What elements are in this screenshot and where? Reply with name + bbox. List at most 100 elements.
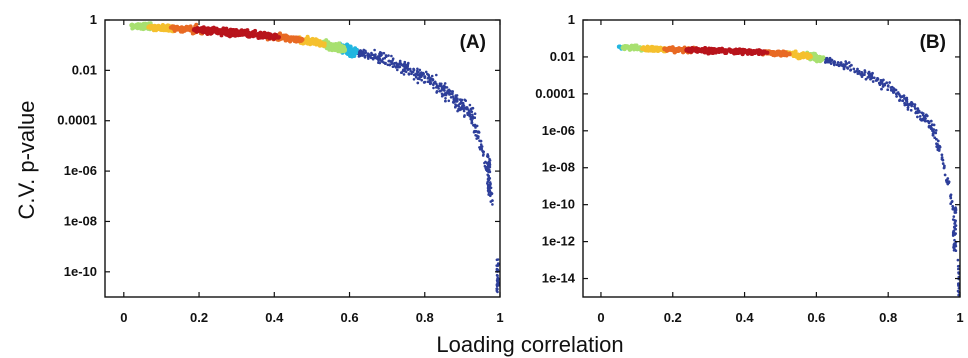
panel-b-data-point: [954, 208, 958, 212]
panel-b-data-point: [848, 65, 852, 68]
panel-a-data-point: [477, 135, 480, 138]
panel-a-data-point: [449, 96, 453, 99]
panel-a-x-tick-label: 0.2: [190, 310, 208, 325]
panel-a-data-point: [416, 81, 420, 85]
panel-a-y-tick-label: 1: [90, 12, 97, 27]
panel-a: 0 0.2 0.4 0.6 0.8 1 1 0.01 0.0001 1e-06 1e-08 1e-1…: [57, 12, 503, 325]
panel-a-data-point: [426, 77, 430, 80]
panel-b-x-tick-label: 0: [597, 310, 604, 325]
panel-b-data-point: [895, 92, 898, 96]
panel-b-y-tick-label: 1e-08: [542, 160, 575, 175]
panel-a-data-point: [372, 56, 375, 60]
panel-b-data-point: [849, 68, 853, 72]
panel-a-data-point: [412, 78, 416, 81]
panel-b-data-point: [885, 81, 888, 84]
panel-a-data-point: [409, 69, 413, 73]
panel-a-data-point: [426, 80, 430, 83]
panel-b-data-point: [889, 88, 893, 92]
panel-b-data-point: [844, 60, 847, 63]
panel-a-data-point: [379, 59, 383, 62]
panel-b-data-point: [871, 80, 875, 83]
panel-a-data-point: [489, 186, 492, 190]
panel-b-data-point: [878, 81, 881, 85]
panel-b-x-tick-label: 0.8: [879, 310, 897, 325]
panel-a-data-point: [402, 73, 406, 76]
panel-a-data-point: [485, 166, 489, 169]
panel-b-data-point: [938, 148, 941, 151]
panel-b-data-point: [927, 125, 931, 128]
panel-a-data-point: [386, 63, 390, 67]
panel-a-data-point: [495, 287, 499, 291]
panel-a-data-point: [488, 170, 491, 173]
panel-b-data-point: [956, 289, 960, 293]
panel-b-data-point: [914, 107, 917, 110]
panel-a-data-point: [366, 53, 369, 57]
panel-a-data-point: [491, 199, 494, 202]
panel-b-data-point: [906, 106, 910, 109]
panel-a-data-point: [435, 90, 439, 93]
panel-b-data-point: [729, 49, 734, 53]
panel-a-data-point: [443, 92, 447, 95]
panel-b-data-point: [920, 111, 924, 115]
panel-b-data-point: [952, 229, 956, 233]
panel-b-data-point: [837, 63, 841, 67]
panel-a-data-point: [387, 54, 390, 57]
panel-b-data-point: [947, 181, 951, 184]
panel-b-data-point: [932, 123, 936, 127]
panel-b-data-point: [725, 49, 730, 54]
panel-b-data-point: [880, 87, 883, 91]
panel-a-data-point: [443, 82, 447, 85]
panel-b-data-point: [852, 67, 856, 71]
panel-b-y-tick-label: 1: [568, 12, 575, 27]
x-axis-title: Loading correlation: [436, 332, 623, 357]
panel-a-data-point: [447, 99, 451, 103]
panel-a-data-point: [393, 64, 396, 68]
panel-a-y-tick-label: 1e-10: [64, 264, 97, 279]
panel-b-data-point: [951, 205, 954, 208]
panel-a-data-point: [458, 98, 462, 101]
panel-b-data-point: [937, 139, 940, 143]
y-axis-title: C.V. p-value: [14, 100, 39, 219]
panel-a-data-point: [387, 59, 391, 63]
panel-a-data-point: [485, 169, 489, 172]
panel-a-frame: [104, 19, 501, 298]
panel-a-data-point: [491, 203, 494, 206]
panel-b: 0 0.2 0.4 0.6 0.8 1 1 0.01 0.0001 1e-06 1e-08 1e-1…: [535, 12, 963, 325]
panel-b-y-tick-label: 1e-14: [542, 271, 576, 286]
panel-a-data-point: [479, 143, 483, 146]
panel-a-points: [129, 21, 501, 294]
panel-b-data-point: [931, 132, 935, 135]
panel-a-data-point: [486, 153, 490, 156]
panel-a-x-tick-label: 0.4: [265, 310, 284, 325]
panel-b-x-tick-label: 0.6: [807, 310, 825, 325]
panel-b-data-point: [957, 267, 960, 271]
panel-a-data-point: [382, 51, 386, 55]
panel-b-data-point: [919, 118, 922, 121]
panel-a-data-point: [495, 274, 499, 277]
panel-a-data-point: [403, 60, 407, 64]
panel-b-data-point: [953, 238, 956, 242]
panel-b-y-axis: 1 0.01 0.0001 1e-06 1e-08 1e-10 1e-12 1e-14: [535, 12, 960, 286]
panel-b-data-point: [898, 98, 902, 102]
panel-b-data-point: [913, 105, 916, 108]
panel-b-data-point: [846, 66, 849, 69]
panel-a-x-axis: 0 0.2 0.4 0.6 0.8 1: [120, 20, 504, 325]
panel-b-data-point: [857, 70, 861, 73]
panel-a-y-axis: 1 0.01 0.0001 1e-06 1e-08 1e-10: [57, 12, 500, 279]
panel-b-y-tick-label: 0.0001: [535, 86, 575, 101]
panel-b-x-tick-label: 0.2: [664, 310, 682, 325]
panel-b-data-point: [937, 144, 941, 148]
panel-b-data-point: [936, 143, 939, 146]
panel-b-data-point: [952, 215, 956, 218]
panel-a-data-point: [456, 109, 459, 113]
panel-b-data-point: [828, 59, 831, 62]
panel-a-data-point: [426, 72, 429, 76]
panel-b-x-axis: 0 0.2 0.4 0.6 0.8 1: [597, 20, 964, 325]
panel-b-data-point: [847, 61, 851, 64]
panel-b-data-point: [904, 99, 908, 102]
panel-b-data-point: [927, 121, 931, 125]
panel-b-data-point: [867, 72, 870, 75]
panel-a-data-point: [463, 98, 467, 102]
panel-a-data-point: [479, 145, 483, 149]
panel-a-data-point: [400, 71, 403, 74]
